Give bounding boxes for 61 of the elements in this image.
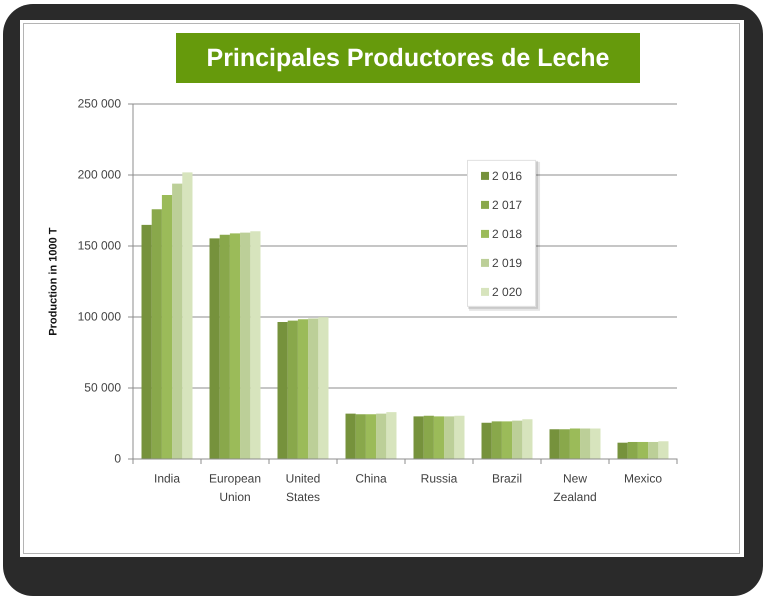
y-tick-label: 250 000 (78, 96, 122, 111)
x-tick-label: New Zealand (553, 472, 597, 504)
bar (288, 320, 298, 458)
y-tick-label: 50 000 (84, 380, 122, 394)
bar (502, 421, 512, 458)
legend-label: 2 016 (492, 169, 522, 184)
legend-label: 2 017 (492, 198, 522, 212)
x-tick-label: United States (286, 472, 320, 504)
bar (386, 412, 396, 458)
bar (560, 429, 570, 458)
legend-label: 2 020 (492, 285, 522, 300)
bar (444, 416, 454, 458)
bar (308, 318, 318, 458)
bar (366, 414, 376, 458)
bar (182, 172, 192, 458)
bar (162, 195, 172, 458)
bar (152, 209, 162, 458)
bar (618, 442, 628, 458)
x-tick-label: Russia (420, 472, 458, 486)
x-tick-label: India (154, 472, 180, 486)
bar (376, 414, 386, 458)
bar (482, 422, 492, 458)
bar (298, 319, 308, 458)
bar (492, 421, 502, 458)
bar (250, 231, 260, 458)
y-tick-label: 150 000 (78, 238, 122, 252)
bar (356, 414, 366, 458)
y-axis-title: Production in 1000 T (48, 227, 60, 336)
bar (210, 238, 220, 458)
bar (318, 317, 328, 458)
y-tick-label: 200 000 (78, 167, 122, 182)
legend-label: 2 019 (492, 256, 522, 270)
bar (638, 442, 648, 458)
bar (658, 441, 668, 458)
x-tick-label: Mexico (624, 472, 662, 486)
bar (550, 429, 560, 458)
bar (424, 416, 434, 458)
x-tick-label: European Union (208, 472, 262, 504)
bar (628, 442, 638, 458)
bar (454, 416, 464, 458)
x-tick-label: China (355, 472, 387, 486)
y-tick-label: 0 (114, 451, 122, 466)
bar (434, 416, 444, 458)
chart-title: Principales Productores de Leche (206, 44, 610, 72)
y-tick-label: 100 000 (78, 309, 122, 324)
x-tick-label: Brazil (492, 472, 522, 486)
bar (512, 420, 522, 458)
bar (580, 428, 590, 458)
bar (172, 184, 182, 458)
bar (648, 442, 658, 458)
bar (220, 234, 230, 458)
bar (142, 224, 152, 458)
bar (414, 416, 424, 458)
bar (346, 414, 356, 458)
bar (230, 233, 240, 458)
bar (570, 428, 580, 458)
legend-label: 2 018 (492, 227, 522, 242)
bar (240, 232, 250, 458)
bar (590, 428, 600, 458)
bar (278, 322, 288, 458)
bar (522, 419, 532, 458)
